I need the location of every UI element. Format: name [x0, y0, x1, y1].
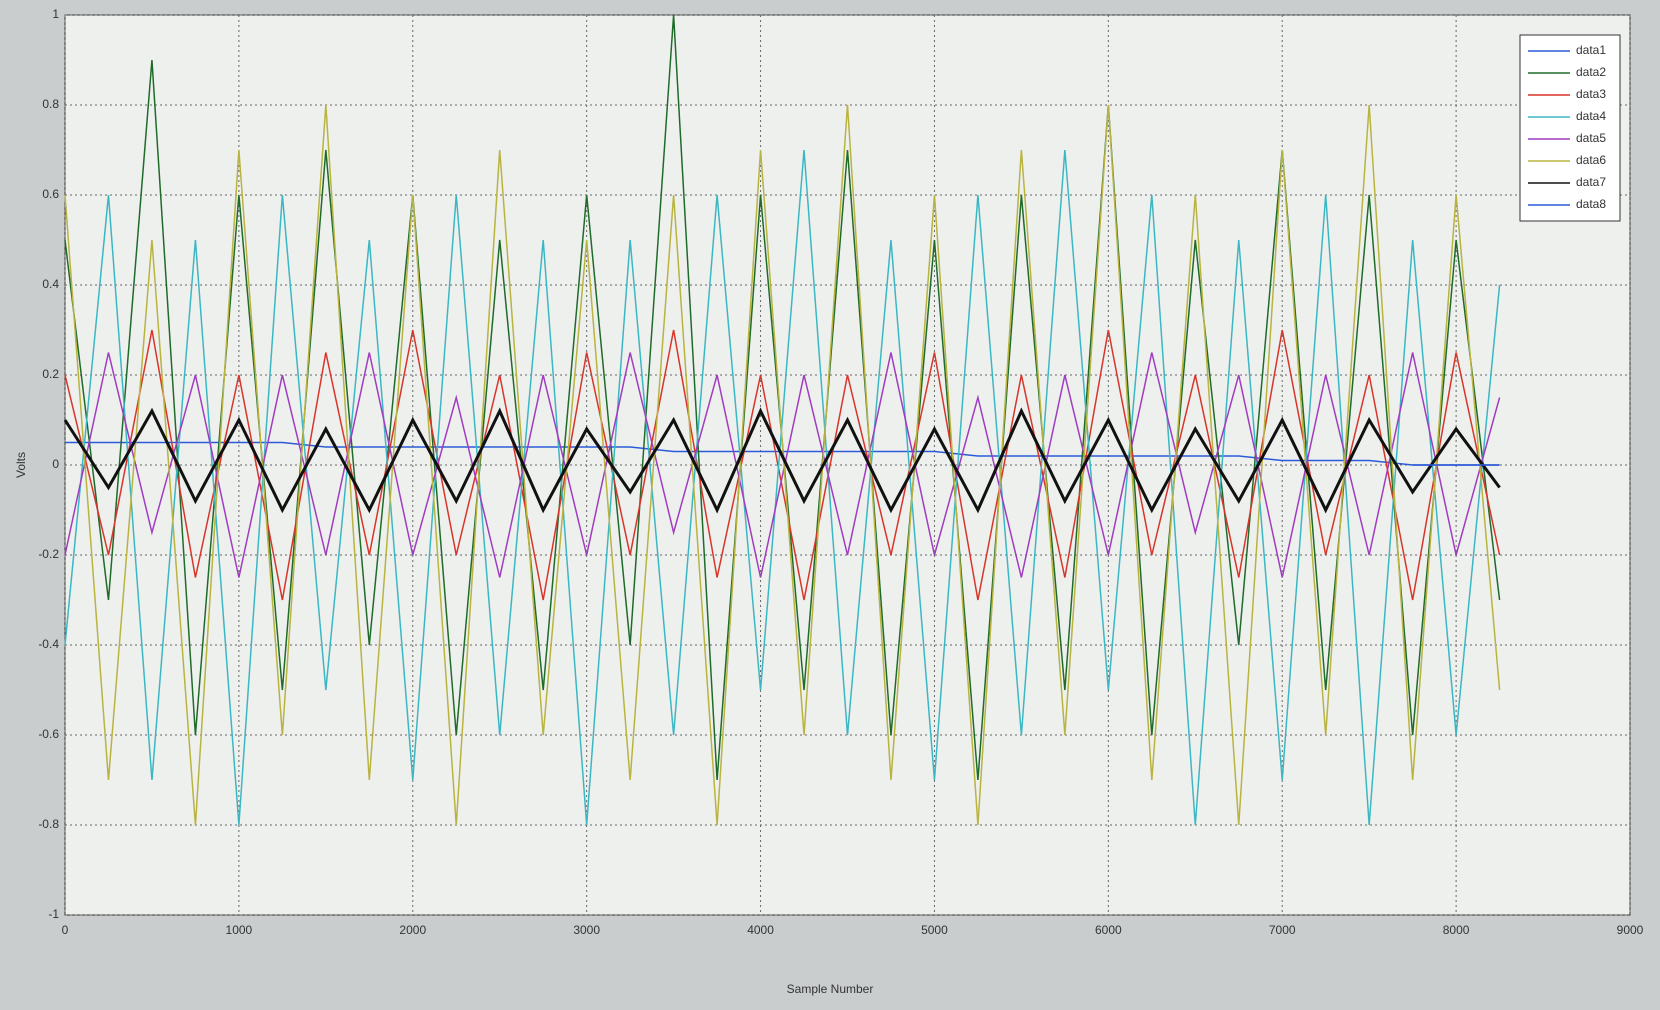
x-tick-label: 9000 — [1617, 923, 1644, 937]
data-line — [64, 104, 1501, 826]
legend-label: data3 — [1576, 87, 1606, 101]
x-tick-label: 7000 — [1269, 923, 1296, 937]
legend-label: data4 — [1576, 109, 1606, 123]
x-tick-label: 6000 — [1095, 923, 1122, 937]
x-tick-label: 8000 — [1443, 923, 1470, 937]
legend-label: data2 — [1576, 65, 1606, 79]
x-tick-label: 2000 — [399, 923, 426, 937]
legend-label: data7 — [1576, 175, 1606, 189]
y-tick-label: -0.6 — [38, 727, 59, 741]
legend-label: data6 — [1576, 153, 1606, 167]
y-tick-label: -0.2 — [38, 547, 59, 561]
x-tick-label: 1000 — [226, 923, 253, 937]
data-line — [64, 149, 1501, 826]
x-tick-label: 5000 — [921, 923, 948, 937]
legend-box — [1519, 34, 1621, 222]
y-tick-label: 0.8 — [42, 97, 59, 111]
x-tick-label: 3000 — [573, 923, 600, 937]
data-line — [64, 329, 1501, 601]
y-tick-label: 0 — [52, 457, 59, 471]
legend-label: data8 — [1576, 197, 1606, 211]
y-axis-label: Volts — [14, 452, 28, 478]
y-tick-label: 0.4 — [42, 277, 59, 291]
x-tick-label: 4000 — [747, 923, 774, 937]
y-tick-label: -0.4 — [38, 637, 59, 651]
y-tick-label: 0.6 — [42, 187, 59, 201]
data-line — [63, 407, 1501, 514]
y-tick-label: 1 — [52, 7, 59, 21]
y-tick-label: -0.8 — [38, 817, 59, 831]
y-tick-label: 0.2 — [42, 367, 59, 381]
x-axis-label: Sample Number — [787, 982, 874, 996]
y-tick-label: -1 — [48, 907, 59, 921]
legend-label: data1 — [1576, 43, 1606, 57]
legend-label: data5 — [1576, 131, 1606, 145]
x-tick-label: 0 — [62, 923, 69, 937]
